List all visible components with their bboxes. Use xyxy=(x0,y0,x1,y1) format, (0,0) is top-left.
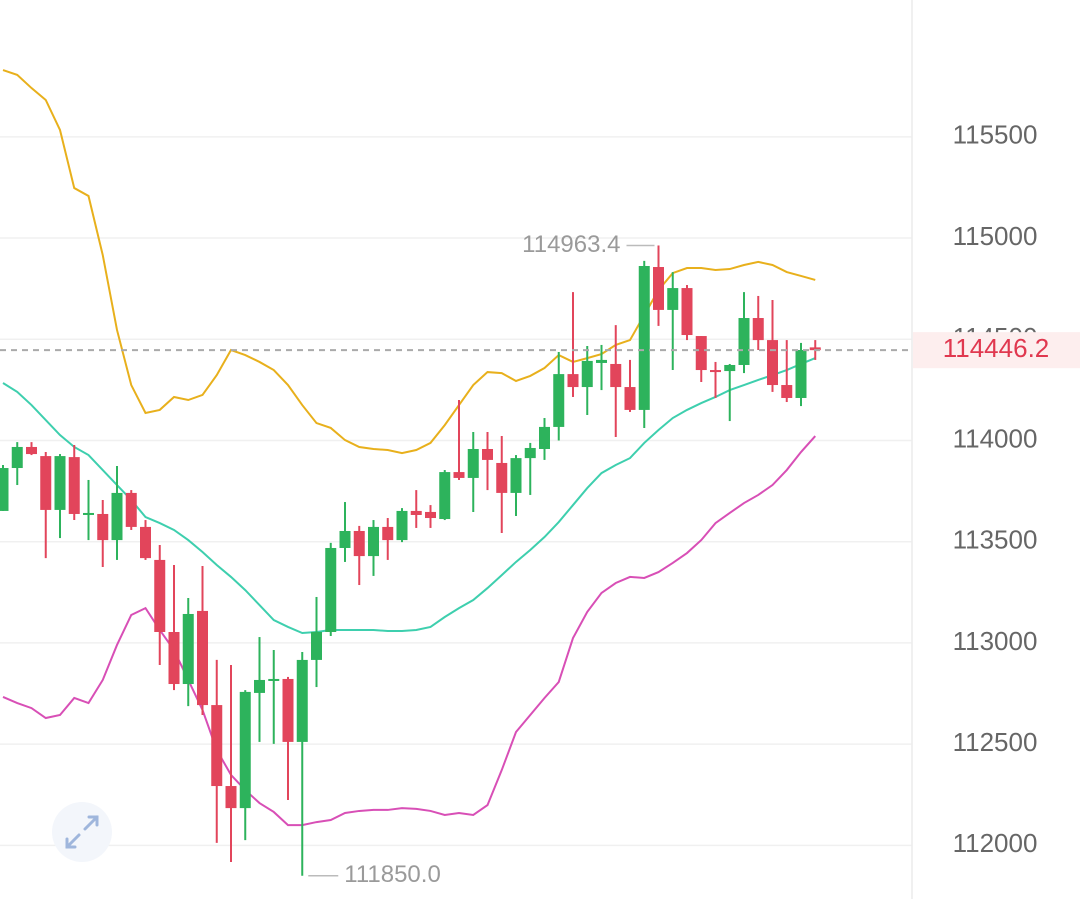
price-label: 114446.2 xyxy=(943,333,1050,363)
candle-body xyxy=(40,456,52,510)
candle-body xyxy=(496,462,508,493)
candle-body xyxy=(553,374,565,427)
y-tick-label: 115500 xyxy=(953,120,1038,150)
candle-body xyxy=(624,387,636,410)
candle-body xyxy=(581,360,593,388)
candle-body xyxy=(26,446,37,455)
grid xyxy=(0,136,912,847)
candle-body xyxy=(140,526,151,559)
candle-body xyxy=(368,526,379,557)
candle-body xyxy=(168,631,180,685)
candle-body xyxy=(781,385,793,398)
y-tick-label: 113000 xyxy=(953,626,1038,656)
candle-body xyxy=(11,446,23,469)
candle-body xyxy=(738,318,750,365)
candle-body xyxy=(182,613,194,685)
annotation-label: 114963.4 xyxy=(522,231,620,258)
y-tick-label: 112500 xyxy=(953,727,1038,757)
candle-body xyxy=(524,447,536,459)
candle-body xyxy=(97,513,109,541)
y-axis: 1120001125001130001135001140001145001150… xyxy=(953,120,1038,859)
candle-body xyxy=(68,457,80,514)
expand-bg xyxy=(52,802,112,862)
band-line xyxy=(2,357,816,635)
candle-body xyxy=(681,288,693,336)
expand-button[interactable] xyxy=(52,802,112,862)
candle-body xyxy=(396,510,408,541)
candle-body xyxy=(83,512,94,515)
candle-body xyxy=(425,511,436,519)
candle-body xyxy=(752,318,764,341)
candle-body xyxy=(795,350,807,398)
candle-body xyxy=(282,678,294,742)
candle-body xyxy=(467,448,479,478)
candle-body xyxy=(539,426,550,449)
candle-body xyxy=(510,458,522,493)
candle-body xyxy=(567,374,579,388)
candle-body xyxy=(0,468,9,511)
candle-body xyxy=(667,288,679,310)
candle-body xyxy=(239,691,251,809)
candle-body xyxy=(638,265,650,410)
candle-body xyxy=(325,547,337,632)
candle-body xyxy=(482,448,493,460)
candle-body xyxy=(254,679,265,693)
candle-body xyxy=(111,492,123,541)
candle-body xyxy=(197,610,208,706)
candle-body xyxy=(54,456,66,510)
candle-body xyxy=(382,526,394,541)
y-tick-label: 115000 xyxy=(953,221,1038,251)
candle-body xyxy=(154,559,166,632)
candle-body xyxy=(353,530,365,557)
candle-body xyxy=(710,370,721,373)
band-line xyxy=(2,69,816,455)
candle-body xyxy=(410,510,422,515)
candle-body xyxy=(453,472,465,478)
price-label-bg xyxy=(913,332,1080,369)
band-line xyxy=(2,435,816,827)
candle-body xyxy=(653,267,664,310)
candle-body xyxy=(610,363,622,388)
candle-body xyxy=(809,347,821,351)
candle-body xyxy=(695,336,707,371)
candle-body xyxy=(311,631,322,660)
plot-area xyxy=(0,69,912,876)
candle-body xyxy=(339,530,351,548)
candle-body xyxy=(268,678,280,681)
candle-body xyxy=(724,364,736,372)
candle-body xyxy=(439,472,451,520)
candle-body xyxy=(225,786,237,809)
y-tick-label: 114000 xyxy=(953,423,1038,453)
candle-body xyxy=(125,492,137,527)
candle-body xyxy=(596,359,607,363)
annotation-label: 111850.0 xyxy=(344,861,441,888)
candle-body xyxy=(296,659,308,742)
y-tick-label: 112000 xyxy=(953,828,1038,858)
expand-icon xyxy=(65,815,99,849)
y-tick-label: 113500 xyxy=(953,525,1038,555)
candle-body xyxy=(211,705,223,787)
candle-body xyxy=(767,340,778,386)
